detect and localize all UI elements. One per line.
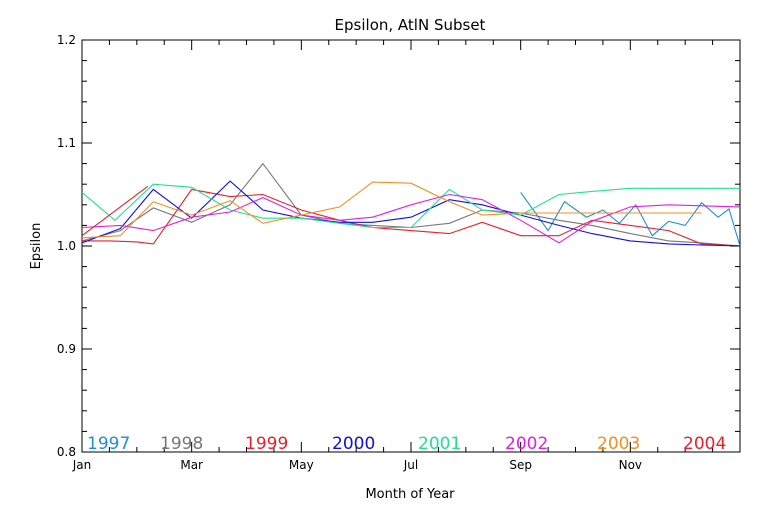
legend-entry-1999: 1999 [245,434,288,454]
x-axis-label: Month of Year [365,487,455,502]
y-tick-label: 0.9 [57,342,76,356]
y-tick-label: 1.0 [57,239,76,253]
x-tick-label: Sep [509,458,532,472]
y-tick-label: 0.8 [57,445,76,459]
y-tick-label: 1.1 [57,136,76,150]
x-tick-label: Mar [180,458,203,472]
legend-entry-1997: 1997 [87,434,130,454]
series-line-2004 [82,185,149,237]
axes-group: 0.8 0.9 1.0 1.1 1.2 Jan Mar May Jul Sep Nov [57,33,741,472]
x-tick-label: May [289,458,314,472]
legend-entry-2004: 2004 [683,434,726,454]
x-tick-label: Jul [403,458,418,472]
y-axis-label: Epsilon [29,223,44,270]
series-line-2000 [82,180,740,247]
y-tick-label: 1.2 [57,33,76,47]
series-line-1997 [520,192,740,247]
legend-entry-2000: 2000 [332,434,375,454]
x-tick-label: Jan [72,458,92,472]
chart-title: Epsilon, AtlN Subset [335,16,486,34]
series-line-2003 [82,181,702,239]
legend-entry-1998: 1998 [160,434,203,454]
legend-entry-2002: 2002 [505,434,548,454]
legend-entry-2001: 2001 [418,434,461,454]
series-line-2001 [82,183,740,229]
series-line-1999 [82,188,740,247]
legend: 1997 1998 1999 2000 2001 2002 2003 2004 [87,434,726,454]
series-line-2002 [82,193,740,244]
series-group [82,162,740,247]
legend-entry-2003: 2003 [597,434,640,454]
x-tick-label: Nov [619,458,642,472]
